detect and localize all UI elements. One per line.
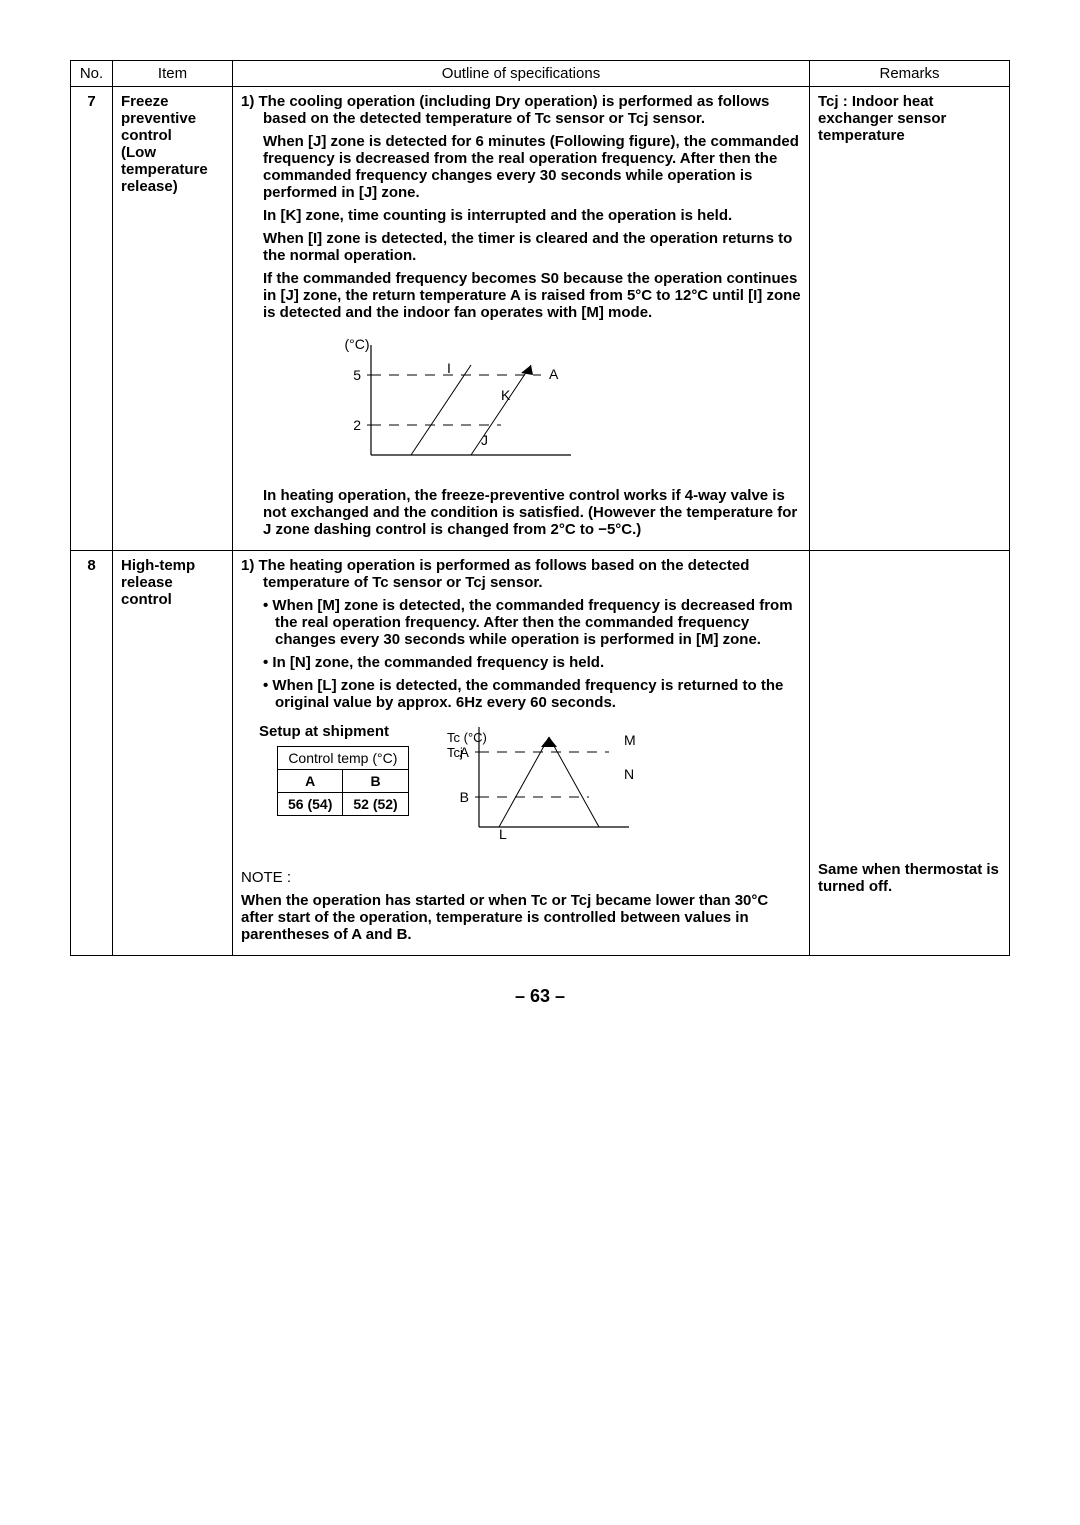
svg-text:M: M: [624, 732, 636, 748]
spec-lead: 1) The cooling operation (including Dry …: [241, 93, 801, 127]
spec-lead: 1) The heating operation is performed as…: [241, 557, 801, 591]
remarks-text: Tcj : Indoor heat exchanger sensor tempe…: [818, 93, 946, 144]
spec-b1: • When [M] zone is detected, the command…: [241, 597, 801, 648]
svg-text:Tcj: Tcj: [447, 745, 463, 760]
row-spec: 1) The heating operation is performed as…: [233, 551, 810, 956]
inner-col-b: B: [343, 770, 408, 793]
hightemp-chart: A B Tc (°C) Tcj M N L: [429, 717, 659, 851]
svg-text:L: L: [499, 826, 507, 842]
spec-p4: If the commanded frequency becomes S0 be…: [241, 270, 801, 321]
row-spec: 1) The cooling operation (including Dry …: [233, 87, 810, 551]
svg-text:B: B: [459, 789, 468, 805]
svg-text:I: I: [447, 360, 451, 376]
inner-val-a: 56 (54): [278, 793, 343, 816]
svg-text:N: N: [624, 766, 634, 782]
spec-p3: When [I] zone is detected, the timer is …: [241, 230, 801, 264]
shipment-setup: Setup at shipment Control temp (°C) A B …: [259, 717, 409, 824]
setup-title: Setup at shipment: [259, 723, 409, 740]
freeze-chart: 5 2 (°C) I K J A: [241, 327, 801, 487]
svg-text:5: 5: [353, 367, 361, 383]
svg-text:J: J: [481, 432, 488, 448]
svg-text:(°C): (°C): [344, 336, 369, 352]
page-number: – 63 –: [70, 986, 1010, 1007]
spec-p5: In heating operation, the freeze-prevent…: [241, 487, 801, 538]
table-row: 8 High-temp release control 1) The heati…: [71, 551, 1010, 956]
svg-text:K: K: [501, 387, 511, 403]
inner-col-a: A: [278, 770, 343, 793]
shipment-table: Control temp (°C) A B 56 (54) 52 (52): [277, 746, 409, 816]
table-row: 7 Freeze preventive control (Low tempera…: [71, 87, 1010, 551]
row-no: 7: [71, 87, 113, 551]
note-head: NOTE :: [241, 869, 801, 886]
row-item: Freeze preventive control (Low temperatu…: [113, 87, 233, 551]
row-remarks: Same when thermostat is turned off.: [810, 551, 1010, 956]
remarks-text: Same when thermostat is turned off.: [818, 861, 999, 895]
col-no: No.: [71, 61, 113, 87]
row-no: 8: [71, 551, 113, 956]
svg-text:A: A: [549, 366, 559, 382]
svg-text:2: 2: [353, 417, 361, 433]
col-remarks: Remarks: [810, 61, 1010, 87]
spec-p2: In [K] zone, time counting is interrupte…: [241, 207, 801, 224]
note-text: When the operation has started or when T…: [241, 892, 801, 943]
spec-b2: • In [N] zone, the commanded frequency i…: [241, 654, 801, 671]
spec-table: No. Item Outline of specifications Remar…: [70, 60, 1010, 956]
spec-b3: • When [L] zone is detected, the command…: [241, 677, 801, 711]
col-spec: Outline of specifications: [233, 61, 810, 87]
col-item: Item: [113, 61, 233, 87]
row-item: High-temp release control: [113, 551, 233, 956]
row-remarks: Tcj : Indoor heat exchanger sensor tempe…: [810, 87, 1010, 551]
inner-val-b: 52 (52): [343, 793, 408, 816]
spec-p1: When [J] zone is detected for 6 minutes …: [241, 133, 801, 201]
header-row: No. Item Outline of specifications Remar…: [71, 61, 1010, 87]
inner-header: Control temp (°C): [278, 747, 409, 770]
svg-text:Tc (°C): Tc (°C): [447, 730, 487, 745]
